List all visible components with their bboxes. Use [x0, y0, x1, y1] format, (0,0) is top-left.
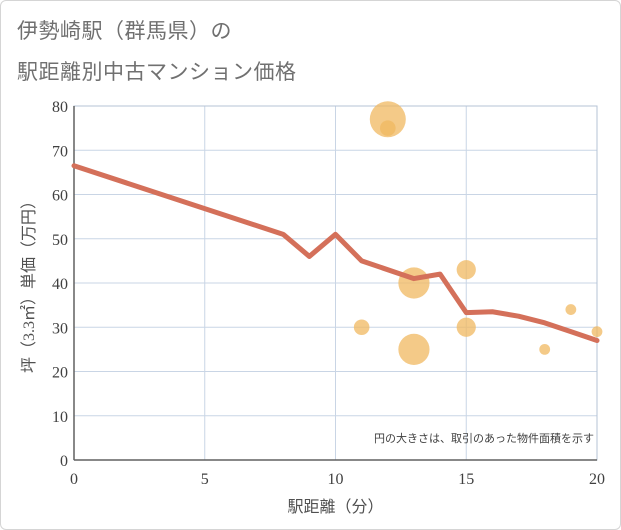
bubble-point-3 [398, 267, 430, 299]
bubble-point-8 [565, 304, 577, 315]
y-tick-label-20: 20 [52, 365, 68, 382]
bubble-point-9 [591, 326, 603, 338]
y-axis-label: 坪（3.3㎡）単価（万円） [20, 193, 38, 373]
x-tick-label-15: 15 [458, 471, 474, 488]
y-tick-label-40: 40 [52, 276, 68, 293]
y-tick-label-0: 0 [60, 453, 68, 470]
x-tick-label-10: 10 [328, 471, 344, 488]
bubble-point-1 [380, 120, 396, 136]
x-tick-label-0: 0 [70, 471, 78, 488]
bubble-point-6 [456, 317, 476, 337]
trend-line [71, 163, 600, 344]
y-tick-label-70: 70 [52, 143, 68, 160]
y-tick-label-10: 10 [52, 409, 68, 426]
bubble-point-5 [456, 260, 476, 280]
bubble-point-7 [539, 343, 551, 355]
x-tick-label-20: 20 [589, 471, 605, 488]
trend-line-group [71, 163, 600, 344]
x-tick-label-5: 5 [201, 471, 209, 488]
y-tick-label-60: 60 [52, 188, 68, 205]
chart-title-line-2: 駅距離別中古マンション価格 [17, 60, 297, 84]
chart-title-line-1: 伊勢崎駅（群馬県）の [17, 19, 232, 43]
y-tick-label-80: 80 [52, 99, 68, 116]
size-note: 円の大きさは、取引のあった物件面積を示す [374, 431, 594, 445]
tick-labels: 0 5 10 15 20 0 10 20 30 40 50 60 70 80 [52, 99, 605, 488]
bubble-point-0 [369, 101, 406, 138]
bubble-point-2 [353, 319, 370, 336]
y-tick-label-50: 50 [52, 232, 68, 249]
x-axis-label: 駅距離（分） [287, 498, 383, 516]
bubble-point-4 [398, 333, 430, 365]
y-tick-label-30: 30 [52, 320, 68, 337]
